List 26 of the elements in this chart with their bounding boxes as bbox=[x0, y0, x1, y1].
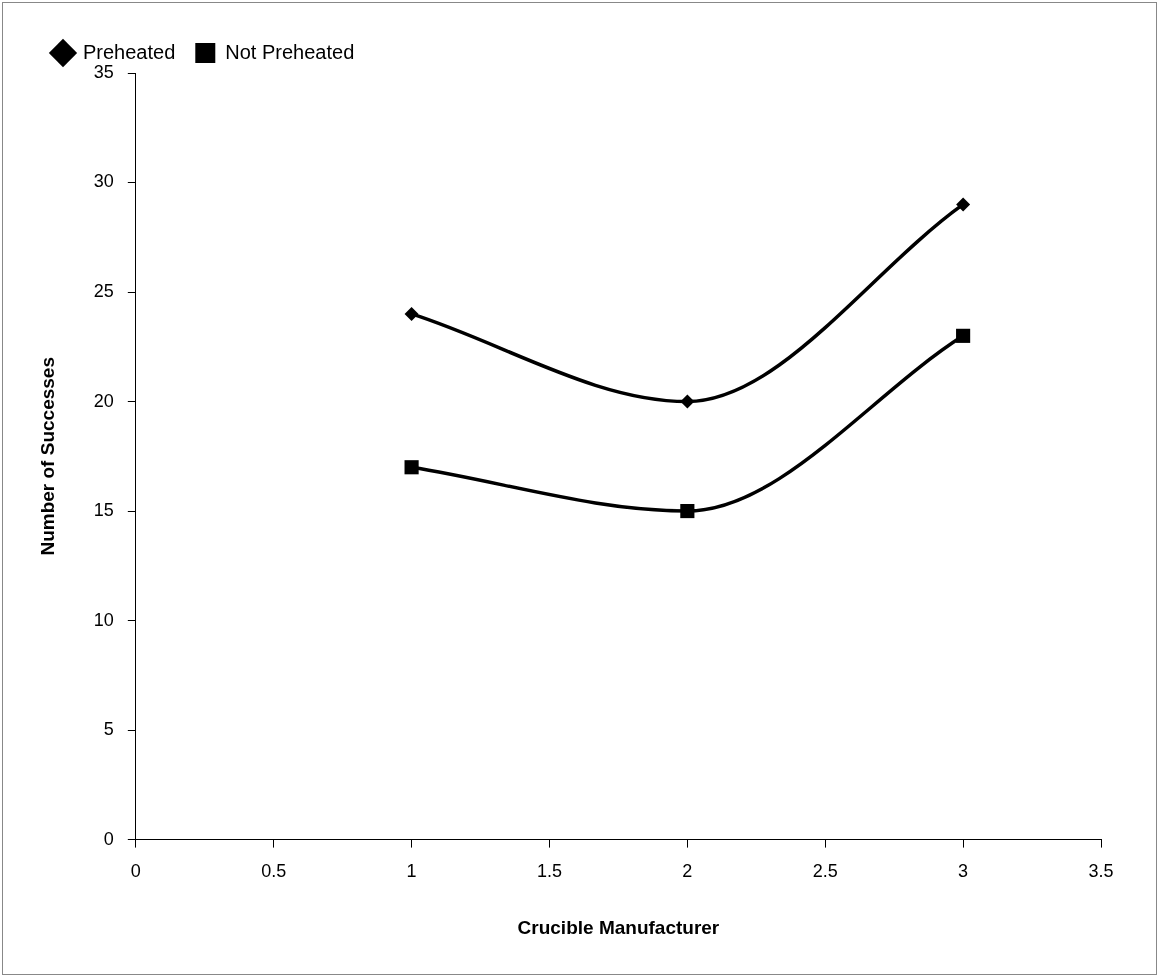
point bbox=[680, 394, 695, 409]
x-tick-label: 1.5 bbox=[536, 861, 562, 882]
y-tick-label: 15 bbox=[93, 500, 114, 521]
point bbox=[956, 197, 971, 212]
x-tick-label: 2.5 bbox=[812, 861, 838, 882]
y-tick-label: 10 bbox=[93, 609, 114, 630]
x-axis-title: Crucible Manufacturer bbox=[517, 916, 720, 938]
legend-label: Not Preheated bbox=[225, 40, 355, 63]
x-tick-label: 2 bbox=[682, 861, 693, 882]
y-tick-label: 35 bbox=[93, 61, 114, 82]
x-tick-label: 3 bbox=[958, 861, 969, 882]
y-tick-label: 30 bbox=[93, 171, 114, 192]
x-tick-label: 0.5 bbox=[261, 861, 287, 882]
y-tick-label: 25 bbox=[93, 281, 114, 301]
x-tick-label: 0 bbox=[130, 861, 141, 882]
x-tick-label: 3.5 bbox=[1088, 861, 1114, 882]
y-axis-title: Number of Successes bbox=[36, 357, 58, 556]
y-tick-label: 0 bbox=[103, 828, 114, 849]
y-tick-label: 20 bbox=[93, 390, 114, 411]
x-tick-label: 1 bbox=[406, 861, 417, 882]
point bbox=[404, 460, 419, 475]
point bbox=[680, 503, 695, 519]
point bbox=[956, 328, 971, 343]
legend-label: Preheated bbox=[83, 40, 176, 63]
y-tick-label: 5 bbox=[103, 719, 114, 740]
point bbox=[404, 306, 419, 321]
